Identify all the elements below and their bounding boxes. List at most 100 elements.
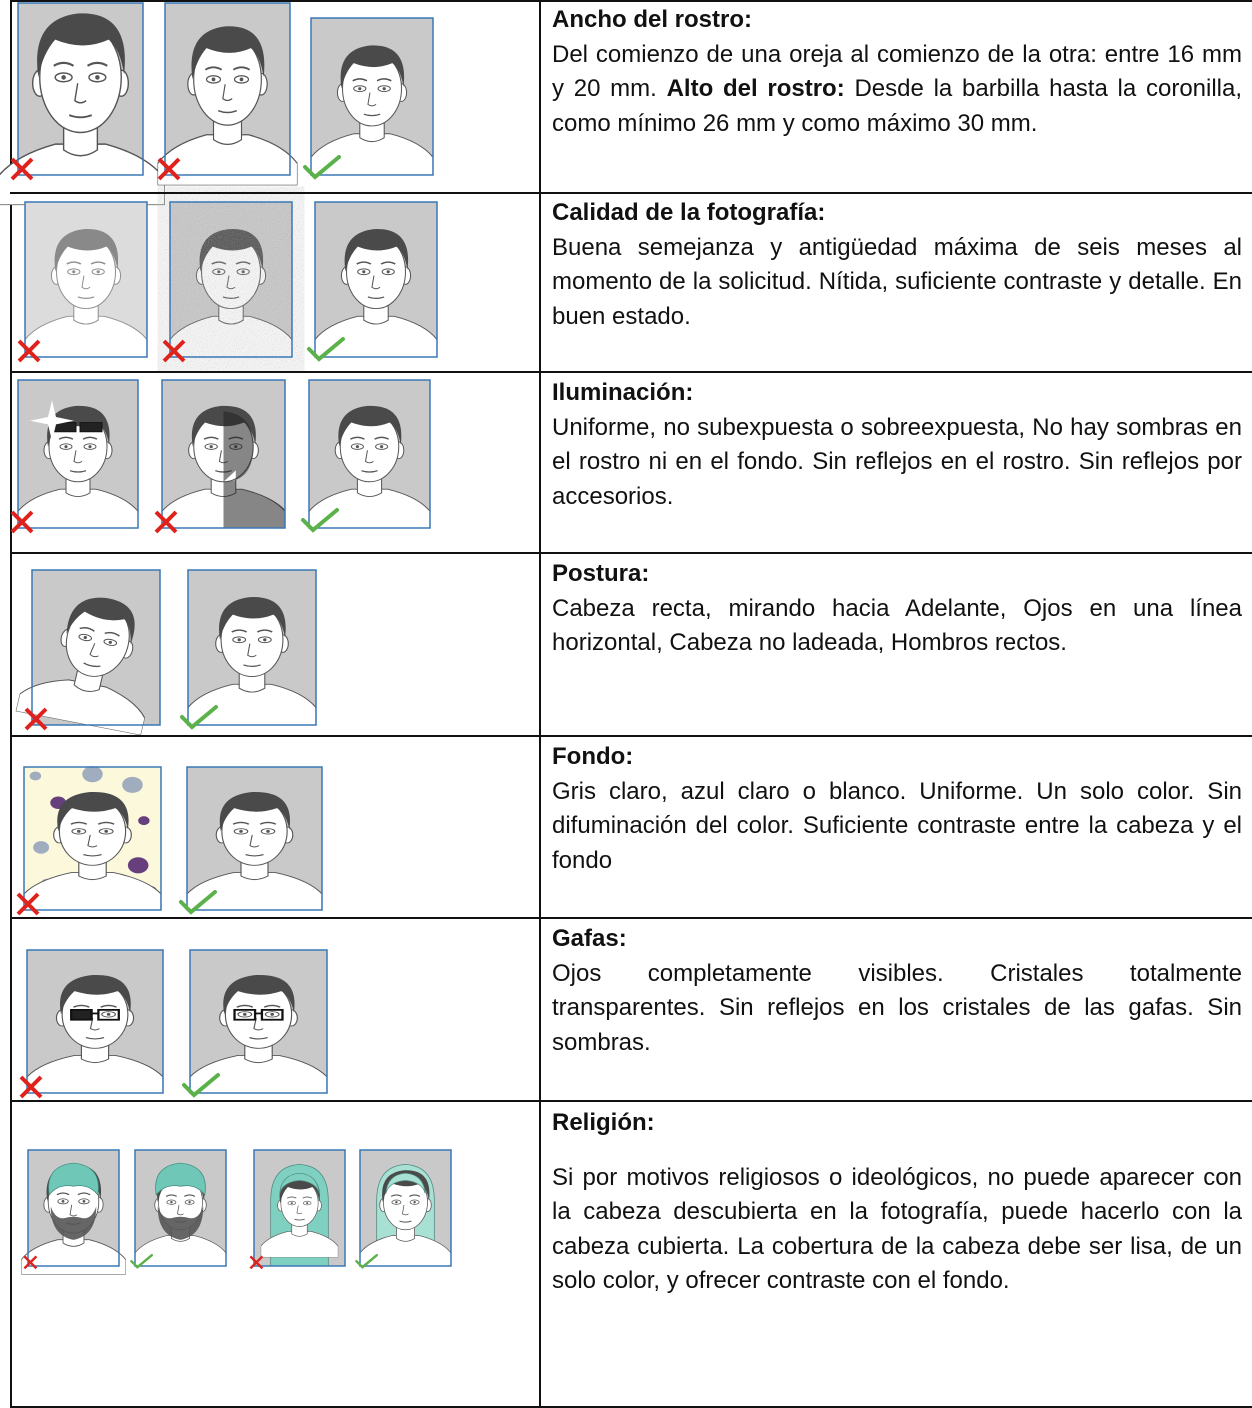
sample-photo (24, 766, 161, 910)
section-heading: Religión: (552, 1109, 655, 1136)
flower (33, 841, 50, 854)
photo-frame (360, 1150, 451, 1266)
sample-photo (188, 570, 316, 725)
sample-photo (315, 202, 437, 357)
section-heading: Calidad de la fotografía: (552, 199, 826, 226)
sample-photo (254, 1150, 345, 1266)
sample-photo (0, 3, 165, 206)
section-heading: Iluminación: (552, 379, 694, 406)
photo-frame (315, 202, 437, 357)
description-cell: Calidad de la fotografía: Buena semejanza… (552, 196, 1242, 334)
check-mark (130, 1254, 153, 1269)
glasses-lens (97, 1008, 120, 1021)
description-cell: Fondo: Gris claro, azul claro o blanco. U… (552, 740, 1242, 878)
photo-frame (254, 1150, 345, 1266)
section-text: Gris claro, azul claro o blanco. Uniform… (552, 777, 1242, 874)
photo-frame (28, 1150, 119, 1266)
table-border (10, 0, 12, 1408)
sample-photo (18, 380, 138, 528)
check-mark (303, 155, 341, 180)
section-heading: Alto del rostro: (666, 75, 845, 103)
row-border (10, 552, 1252, 554)
section-heading: Fondo: (552, 743, 634, 770)
sample-photo (157, 3, 298, 186)
description-cell: Postura: Cabeza recta, mirando hacia Adel… (552, 557, 1242, 661)
sample-photo (15, 570, 171, 736)
section-text: Si por motivos religiosos o ideológicos,… (552, 1163, 1242, 1295)
photo-frame (27, 950, 163, 1093)
illustrations (0, 0, 540, 1275)
flower (127, 857, 149, 874)
photo-frame (18, 3, 143, 175)
glasses-lens (260, 1008, 284, 1021)
column-divider (539, 0, 541, 1408)
head-cover-front (385, 1172, 426, 1194)
cross-mark (10, 157, 34, 181)
sample-photo (25, 202, 147, 357)
description-cell: Ancho del rostro: Del comienzo de una ore… (552, 3, 1242, 141)
photo-frame (188, 570, 316, 725)
cross-mark (162, 339, 186, 363)
cross-mark (10, 510, 34, 534)
description-cell: Iluminación: Uniforme, no subexpuesta o s… (552, 376, 1242, 514)
cross-mark (24, 707, 48, 731)
check-mark (355, 1254, 378, 1269)
photo-frame (24, 767, 161, 910)
cross-mark (16, 892, 40, 916)
section-text: Buena semejanza y antigüedad máxima de s… (552, 233, 1242, 330)
description-cell: Religión: Si por motivos religiosos o ide… (552, 1106, 1242, 1299)
photo-frame (32, 570, 160, 725)
turban (48, 1162, 99, 1196)
sample-photo (162, 380, 285, 528)
row-border (10, 192, 1252, 194)
cross-mark (19, 1075, 43, 1099)
photo-frame (190, 950, 327, 1093)
photo-frame (309, 380, 430, 528)
row-border (10, 1100, 1252, 1102)
flower (122, 776, 143, 793)
sample-photo (311, 18, 433, 175)
photo-frame (135, 1150, 226, 1266)
sample-photo (27, 950, 163, 1093)
row-border (10, 917, 1252, 919)
cross-mark (249, 1255, 264, 1270)
section-text: Del comienzo de una oreja al comienzo de… (552, 40, 1242, 103)
sample-photo (135, 1150, 226, 1266)
photo-frame (187, 767, 322, 910)
section-heading: Ancho del rostro: (552, 6, 753, 33)
section-heading: Postura: (552, 560, 650, 587)
flower (82, 766, 103, 783)
check-mark (307, 337, 345, 362)
sample-photo (360, 1150, 451, 1266)
check-mark (182, 1073, 220, 1098)
check-mark (301, 508, 339, 533)
cross-mark (23, 1255, 38, 1270)
row-border (10, 371, 1252, 373)
noise (170, 202, 292, 357)
flower (138, 816, 150, 826)
photo-frame (25, 202, 147, 357)
sample-photo (190, 950, 327, 1093)
section-text: Desde la barbilla hasta la coronilla, co… (552, 75, 1243, 137)
photo-frame (311, 18, 433, 175)
row-border (10, 0, 1252, 2)
glasses-lens (233, 1008, 257, 1021)
check-mark (180, 705, 218, 730)
beard (157, 1206, 204, 1240)
sample-photo (187, 767, 322, 910)
photo-frame (18, 380, 138, 528)
sample-photo (21, 1150, 126, 1275)
shadow (223, 411, 285, 528)
row-border (10, 1406, 1252, 1408)
section-heading: Gafas: (552, 925, 627, 952)
glasses-lens (70, 1008, 93, 1021)
head-cover-front (279, 1172, 320, 1194)
photo-frame (162, 380, 285, 528)
cross-mark (154, 510, 178, 534)
flower (29, 771, 42, 781)
sample-photo (170, 202, 292, 357)
section-text: Cabeza recta, mirando hacia Adelante, Oj… (552, 594, 1242, 657)
photo-frame (165, 3, 290, 175)
section-text: Ojos completamente visibles. Cristales t… (552, 959, 1242, 1056)
